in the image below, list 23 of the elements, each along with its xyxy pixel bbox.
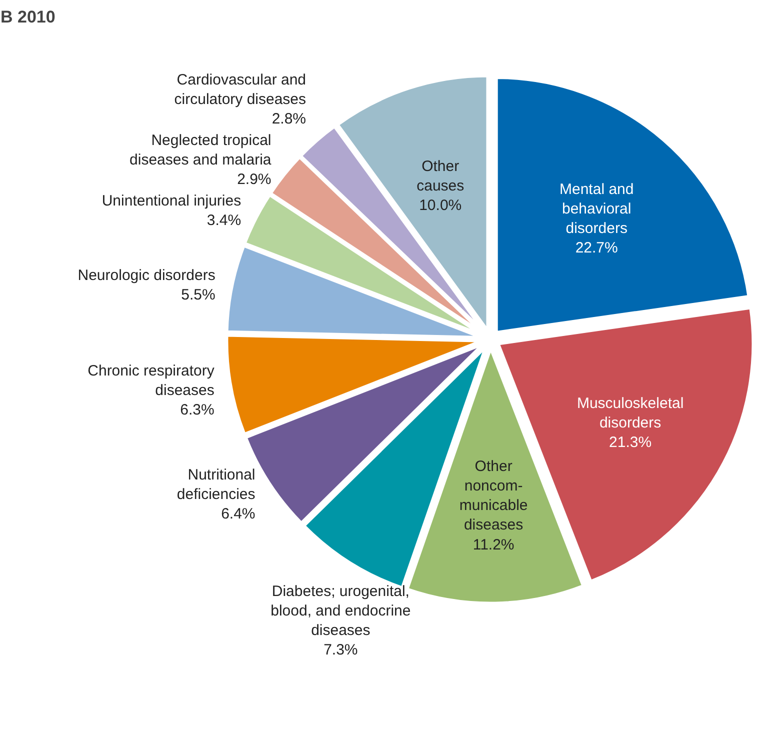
slice-label: Nutritional deficiencies bbox=[176, 466, 256, 504]
data-label: 2.8% bbox=[272, 110, 306, 128]
data-label: 6.3% bbox=[180, 401, 214, 418]
chart-title: B 2010 bbox=[0, 8, 56, 26]
slice-label: Cardiovascular and circulatory diseases bbox=[174, 72, 306, 108]
data-label: 22.7% bbox=[575, 240, 618, 257]
data-label: 11.2% bbox=[472, 536, 514, 554]
slice-label: Other noncom- municable diseases bbox=[459, 458, 528, 534]
data-label: 3.4% bbox=[206, 212, 242, 230]
slice-label: Neurologic disorders bbox=[78, 266, 216, 284]
data-label: 6.4% bbox=[221, 506, 256, 523]
data-label: 5.5% bbox=[181, 286, 216, 304]
slice-label: Chronic respiratory diseases bbox=[88, 362, 215, 399]
slice-label: Diabetes; urogenital, blood, and endocrine diseases bbox=[270, 582, 411, 639]
slice-label: Musculoskeletal disorders bbox=[576, 395, 684, 432]
data-label: 21.3% bbox=[609, 434, 652, 452]
data-label: 10.0% bbox=[419, 197, 462, 214]
data-label: 7.3% bbox=[324, 642, 358, 659]
data-label: 2.9% bbox=[237, 171, 272, 188]
slice-label: Mental and behavioral disorders bbox=[560, 181, 634, 238]
slice-label: Neglected tropical diseases and malaria bbox=[130, 132, 272, 169]
slice-label: Other causes bbox=[416, 158, 464, 195]
slice-label: Unintentional injuries bbox=[102, 192, 242, 210]
